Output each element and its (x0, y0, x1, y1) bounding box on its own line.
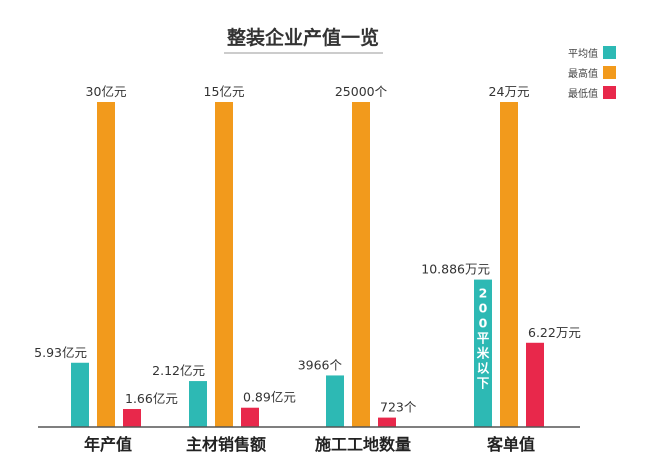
legend-label-2: 最低值 (568, 87, 598, 100)
bar-3-2 (526, 342, 544, 427)
data-label-2-2: 723个 (380, 400, 417, 415)
data-label-2-0: 3966个 (298, 357, 343, 372)
chart-title: 整装企业产值一览 (227, 26, 379, 49)
data-label-0-1: 30亿元 (86, 84, 127, 99)
data-label-3-1: 24万元 (489, 84, 530, 99)
category-label-0: 年产值 (84, 435, 132, 454)
data-label-1-2: 0.89亿元 (243, 390, 296, 405)
bar-0-1 (97, 102, 115, 427)
data-label-0-2: 1.66亿元 (125, 391, 178, 406)
data-label-1-0: 2.12亿元 (152, 363, 205, 378)
legend-swatch-0 (603, 46, 616, 59)
bar-2-0 (326, 375, 344, 427)
bar-0-0 (71, 362, 89, 427)
data-label-0-0: 5.93亿元 (34, 345, 87, 360)
bars (71, 102, 544, 427)
data-label-1-1: 15亿元 (204, 84, 245, 99)
data-label-3-2: 6.22万元 (528, 325, 581, 340)
category-label-3: 客单值 (487, 435, 535, 454)
bar-3-1 (500, 102, 518, 427)
bar-2-1 (352, 102, 370, 427)
legend-swatch-1 (603, 66, 616, 79)
legend-swatch-2 (603, 86, 616, 99)
category-label-2: 施工工地数量 (315, 435, 411, 454)
bar-2-2 (378, 417, 396, 427)
bar-1-1 (215, 102, 233, 427)
bar-note-3-0: 2 0 0 平米以下 (476, 286, 490, 391)
bar-1-2 (241, 407, 259, 427)
bar-0-2 (123, 409, 141, 427)
legend-label-1: 最高值 (568, 67, 598, 80)
legend-label-0: 平均值 (568, 47, 598, 60)
data-label-3-0: 10.886万元 (421, 262, 490, 277)
category-label-1: 主材销售额 (186, 435, 266, 454)
bar-1-0 (189, 381, 207, 427)
bar-3-0 (474, 279, 492, 427)
data-label-2-1: 25000个 (335, 84, 388, 99)
